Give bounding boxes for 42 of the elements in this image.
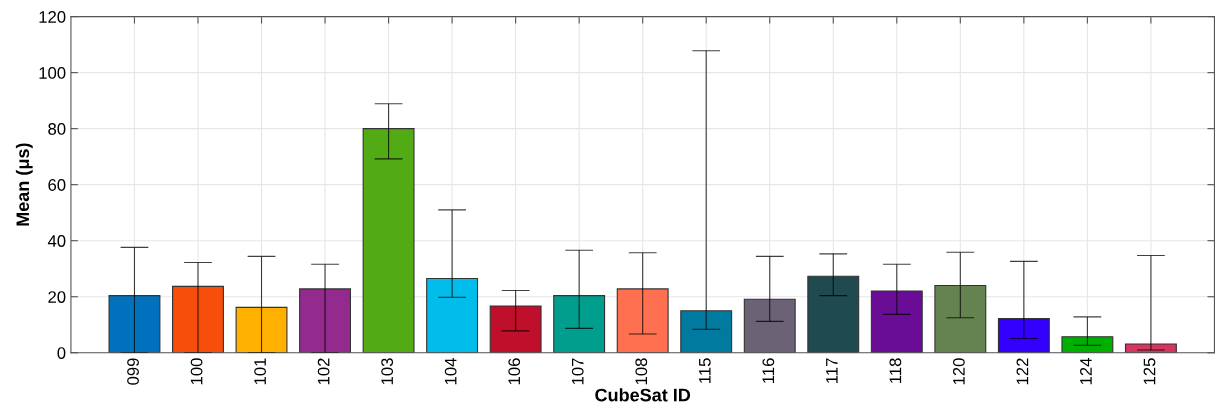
bar xyxy=(172,285,224,353)
bar xyxy=(870,290,923,353)
bar xyxy=(807,275,860,353)
bar xyxy=(997,318,1050,353)
x-tick-label: 117 xyxy=(826,358,838,383)
bar xyxy=(616,288,669,353)
x-tick-label: 122 xyxy=(1016,358,1029,385)
y-tick-label: 60 xyxy=(48,179,66,191)
x-tick-label: 124 xyxy=(1080,358,1092,385)
x-tick-label: 116 xyxy=(762,358,775,383)
x-tick-label: 104 xyxy=(444,358,457,385)
x-tick-label: 101 xyxy=(254,358,266,385)
y-tick-label: 20 xyxy=(48,291,66,303)
y-tick-label: 80 xyxy=(48,123,66,135)
y-tick-label: 100 xyxy=(39,67,66,79)
x-tick-label: 103 xyxy=(381,358,394,385)
y-axis-title: Mean (μs) xyxy=(15,143,33,226)
bar xyxy=(235,306,288,353)
y-tick-label: 120 xyxy=(39,11,66,23)
bar xyxy=(299,288,352,353)
bar xyxy=(553,295,606,353)
bar xyxy=(934,284,987,353)
x-tick-label: 102 xyxy=(317,358,330,385)
y-tick-label: 40 xyxy=(47,235,66,247)
x-axis-title: CubeSat ID xyxy=(595,388,691,402)
x-tick-label: 107 xyxy=(571,358,584,385)
bar xyxy=(426,277,479,353)
bar xyxy=(680,310,733,353)
bar xyxy=(489,305,542,353)
bar xyxy=(362,128,415,353)
x-tick-label: 100 xyxy=(190,358,203,385)
x-tick-label: 099 xyxy=(127,358,139,385)
x-tick-label: 106 xyxy=(508,358,521,385)
bar xyxy=(108,295,161,353)
x-tick-label: 120 xyxy=(953,358,965,385)
bar xyxy=(743,298,796,353)
x-tick-label: 115 xyxy=(699,358,711,383)
x-tick-label: 108 xyxy=(635,358,648,385)
x-tick-label: 125 xyxy=(1143,358,1156,385)
x-tick-label: 118 xyxy=(889,358,902,383)
y-tick-label: 0 xyxy=(57,347,66,359)
bar xyxy=(1061,336,1114,353)
